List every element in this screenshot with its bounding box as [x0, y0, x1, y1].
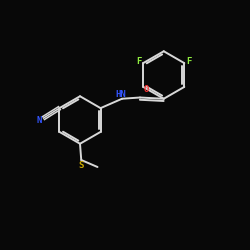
- Text: HN: HN: [116, 90, 126, 99]
- Text: N: N: [36, 116, 42, 124]
- Text: F: F: [186, 58, 192, 66]
- Text: F: F: [136, 58, 141, 66]
- Text: O: O: [144, 85, 149, 94]
- Text: S: S: [78, 161, 84, 170]
